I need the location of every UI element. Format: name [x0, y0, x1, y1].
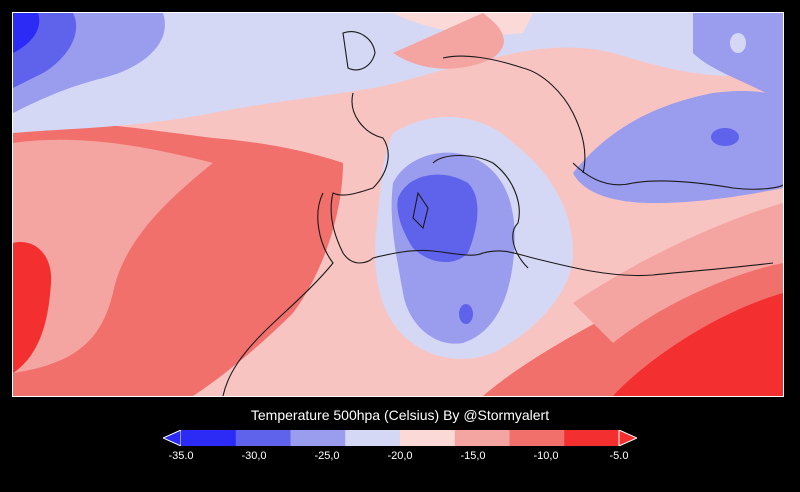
colorbar-cell [454, 430, 510, 446]
colorbar-cell [290, 430, 346, 446]
colorbar-cell [509, 430, 565, 446]
colorbar [163, 430, 637, 446]
colorbar-tick-label: -35.0 [168, 450, 194, 462]
colorbar-cell [235, 430, 291, 446]
coastlines [222, 31, 783, 396]
colorbar-tick-label: -5.0 [609, 450, 629, 462]
colorbar-tick-label: -15,0 [460, 450, 486, 462]
northeast-cold-zone [693, 13, 783, 103]
legend-title: Temperature 500hpa (Celsius) By @Stormya… [250, 407, 550, 423]
east-cold-zone [573, 91, 783, 203]
colorbar-arrow-left [163, 430, 182, 446]
colorbar-tick-label: -10,0 [533, 450, 559, 462]
trough-south-cell [459, 304, 473, 324]
north-ridge-core [393, 13, 504, 69]
northwest-coldest-zone [13, 13, 40, 53]
west-hot-zone [13, 242, 52, 373]
colorbar-tick-label: -20,0 [387, 450, 413, 462]
southeast-hot-zone [613, 293, 783, 396]
west-mid-zone [13, 139, 213, 373]
colorbar-arrow-right [618, 430, 637, 446]
colorbar-cell [345, 430, 401, 446]
temperature-map [12, 12, 784, 397]
colorbar-cells [181, 430, 620, 446]
east-cold-cell [711, 128, 739, 146]
colorbar-tick-label: -25,0 [314, 450, 340, 462]
map-canvas [13, 13, 783, 396]
colorbar-cell [181, 430, 237, 446]
northeast-warm-spot [730, 33, 746, 53]
colorbar-cell [564, 430, 620, 446]
north-cool-belt [13, 13, 783, 133]
colorbar-tick-label: -30,0 [241, 450, 267, 462]
colorbar-cell [400, 430, 456, 446]
